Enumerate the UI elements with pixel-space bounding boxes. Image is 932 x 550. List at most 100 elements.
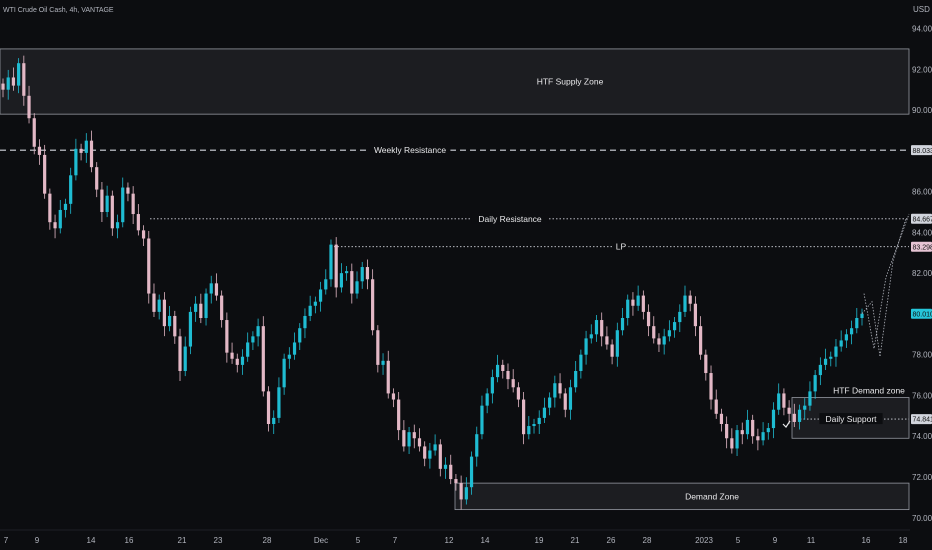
candle-body [553,383,557,398]
candle-body [428,450,432,459]
price-tick-label: 82.000 [912,269,932,278]
candle-body [490,377,494,394]
candle-body [522,399,526,435]
candle-body [256,326,260,337]
candle-body [136,214,140,231]
candle-body [298,328,302,343]
candles-layer [1,55,864,510]
candle-body [631,299,635,306]
candle-body [829,356,833,359]
candle-body [636,295,640,306]
candle-body [345,271,349,274]
time-tick-label: 9 [35,536,40,545]
candle-body [797,409,802,422]
candle-body [600,320,604,337]
candle-body [287,354,291,359]
candle-body [672,322,677,331]
time-tick-label: 19 [535,536,544,545]
price-tick-label: 76.000 [912,391,932,400]
check-icon [782,420,791,428]
time-axis[interactable]: 7 9 14 16 21 23 28 Dec 5 7 12 14 19 21 26 28 2023 5 9 11 16 1… [4,536,908,545]
candle-body [282,358,286,388]
candle-body [199,303,203,318]
candle-body [652,326,656,339]
candle-body [745,419,750,435]
candle-body [574,371,578,388]
currency-label: USD [913,5,930,14]
candle-body [787,407,791,414]
time-tick-label: 21 [571,536,580,545]
price-tag [911,241,932,252]
candle-body [459,483,463,500]
candle-body [469,456,474,488]
candle-body [834,346,838,357]
candle-body [495,364,500,378]
price-tags-layer: 88.033 84.667 83.298 74.841 80.010 [911,145,932,425]
candle-body [511,379,515,388]
candle-body [32,118,36,147]
time-tick-label: 16 [862,536,871,545]
candle-body [589,334,593,339]
time-tick-label: 2023 [695,536,713,545]
price-tick-label: 94.000 [912,25,932,34]
candle-body [84,140,88,153]
candle-body [626,299,630,318]
price-axis[interactable]: 94.00092.00090.00088.00086.00084.00082.0… [912,25,932,523]
candle-body [818,364,822,376]
candle-body [365,267,370,280]
candle-body [610,344,614,357]
candle-body [22,63,26,96]
time-tick-label: 14 [87,536,96,545]
candle-body [277,387,281,418]
price-axis-background [910,0,932,550]
time-tick-label: 18 [899,536,908,545]
candle-body [761,432,765,441]
chart-title: WTI Crude Oil Cash, 4h, VANTAGE [3,7,114,14]
candle-body [751,419,755,437]
price-tick-label: 72.000 [912,473,932,482]
level-label-bg [471,212,549,224]
candle-body [272,417,276,424]
candle-body [69,175,73,204]
candle-body [792,413,796,422]
candle-body [235,358,239,365]
candle-body [568,387,573,410]
time-tick-label: 9 [773,536,778,545]
levels-layer: Weekly Resistance Daily Resistance LP Daily… [0,144,909,425]
time-tick-label: 5 [736,536,741,545]
candle-body [485,393,489,406]
candle-body [11,77,16,86]
candle-body [230,352,234,359]
price-tag [911,145,932,156]
level-label-bg [369,144,451,156]
price-tick-label: 90.000 [912,106,932,115]
price-tag-text: 74.841 [913,417,932,424]
candle-body [43,154,47,194]
last-price-tag-text: 80.010 [913,311,932,318]
candle-body [693,303,698,327]
candle-body [662,336,666,345]
candle-body [360,267,364,282]
candle-body [141,230,146,239]
candle-body [766,428,770,433]
candle-body [756,436,760,441]
candle-body [594,320,599,335]
level-label: LP [616,242,627,252]
candle-body [839,340,843,347]
candle-body [204,293,208,318]
candle-body [454,479,458,484]
time-tick-label: 21 [178,536,187,545]
time-tick-label: 11 [807,536,816,545]
projection-path [861,213,910,357]
zone-label: HTF Demand zone [833,386,905,396]
candle-body [699,326,703,355]
projection-line [861,217,907,357]
zones-layer: HTF Supply Zone Demand Zone HTF Demand zon… [0,48,910,511]
candle-body [735,430,739,449]
time-tick-label: 16 [125,536,134,545]
time-tick-label: 26 [607,536,616,545]
candle-body [209,283,213,294]
candle-body [740,430,744,435]
candle-body [537,417,541,424]
